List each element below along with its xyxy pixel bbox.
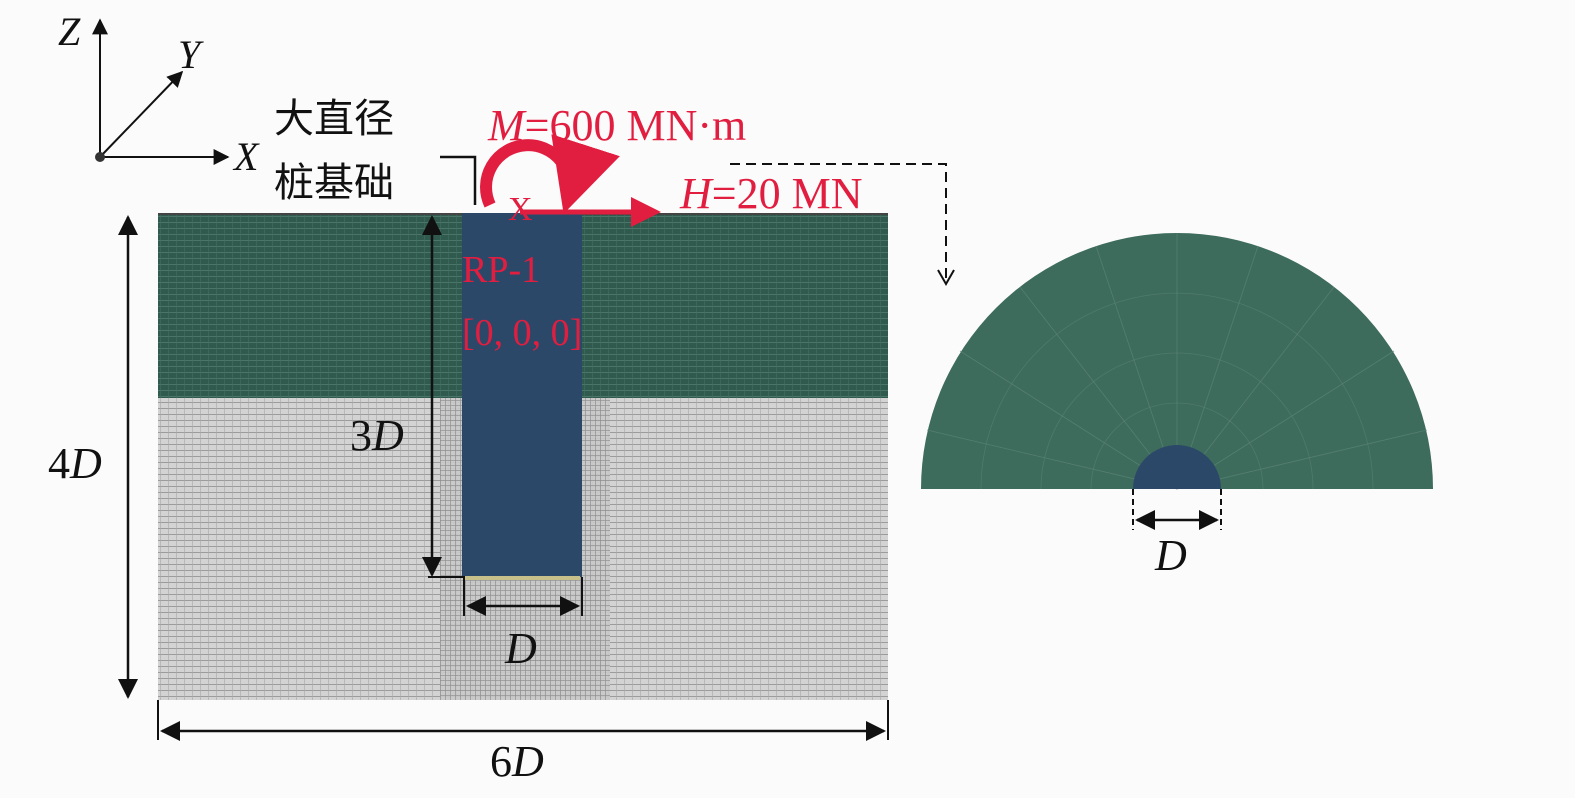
plan-view-indicator-arrow xyxy=(937,269,955,287)
origin-dot xyxy=(95,152,105,162)
reference-point-coords: [0, 0, 0] xyxy=(462,312,582,354)
applied-loads: M=600 MN·m H=20 MN xyxy=(480,101,863,227)
reference-point-name: RP-1 xyxy=(462,249,540,291)
moment-label: M=600 MN·m xyxy=(487,101,746,150)
plan-view: D xyxy=(921,233,1433,580)
moment-arrow xyxy=(480,134,620,214)
height-dimension-label: 4D xyxy=(48,439,102,488)
horizontal-load-label: H=20 MN xyxy=(679,169,863,218)
pile-label-line1: 大直径 xyxy=(274,96,394,142)
z-axis-label: Z xyxy=(58,9,81,54)
plan-view-indicator xyxy=(730,163,947,282)
coordinate-axes: Z Y X xyxy=(58,9,260,179)
monopile xyxy=(462,213,582,577)
reference-point: X RP-1 [0, 0, 0] xyxy=(462,191,582,354)
pile-label-line2: 桩基础 xyxy=(274,160,394,206)
reference-point-marker: X xyxy=(508,191,533,228)
plan-diameter-label: D xyxy=(1154,531,1187,580)
y-axis-label: Y xyxy=(178,32,204,77)
pile-label-leader xyxy=(440,155,477,205)
diameter-dimension-label: D xyxy=(504,624,537,673)
width-dimension-label: 6D xyxy=(490,737,544,786)
soil-domain-elevation xyxy=(158,213,888,700)
x-axis-label: X xyxy=(232,134,260,179)
embed-dimension-label: 3D xyxy=(350,411,404,460)
dimension-lines: 4D 6D 3D D xyxy=(48,215,889,786)
plan-pile-section xyxy=(1133,445,1221,489)
